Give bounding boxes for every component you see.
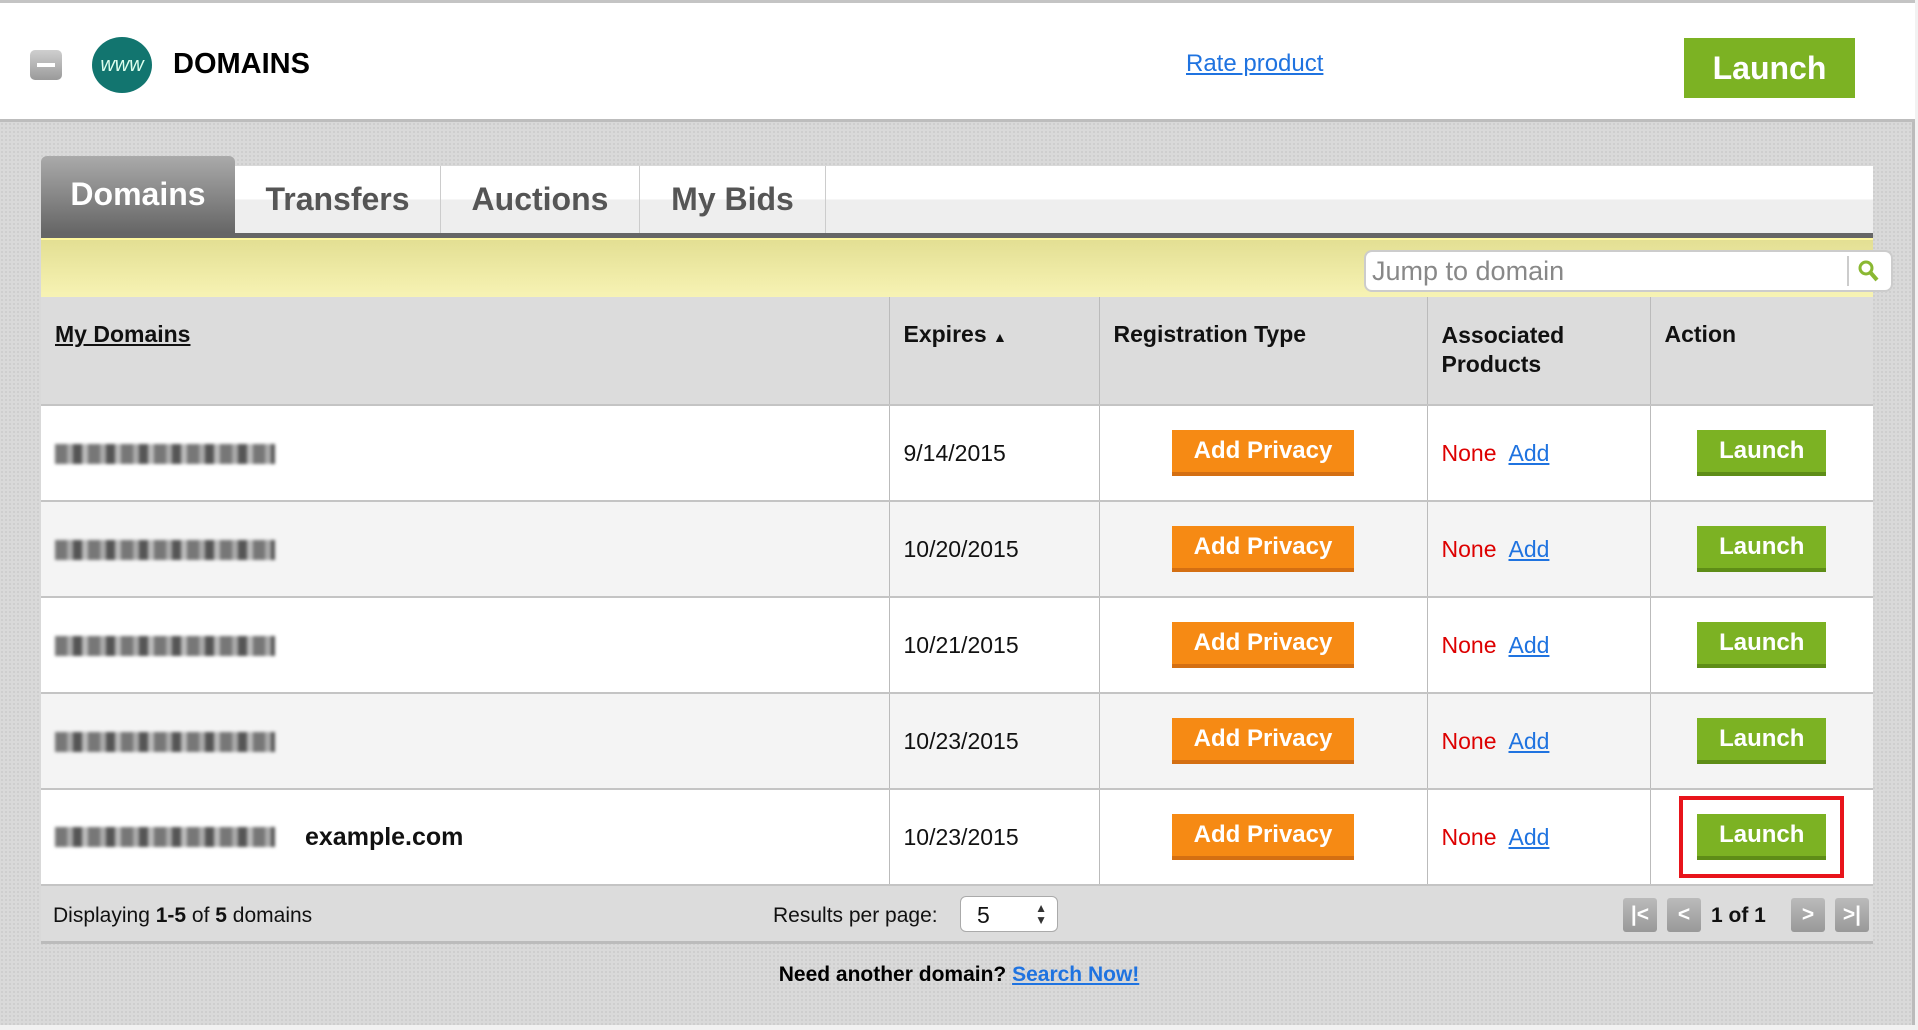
app-header: www DOMAINS Rate product Launch [0,0,1915,122]
add-product-link[interactable]: Add [1508,535,1550,562]
domain-cell [41,693,890,790]
table-footer: Displaying 1-5 of 5 domains Results per … [41,886,1873,944]
page-indicator: 1 of 1 [1711,904,1766,927]
tab-transfers[interactable]: Transfers [235,166,441,233]
column-registration-type: Registration Type [1099,297,1428,406]
search-now-link[interactable]: Search Now! [1012,963,1140,986]
jump-to-domain-field [1364,250,1893,292]
domains-table: My Domains Expires ▲ Registration Type A… [41,297,1873,886]
sort-ascending-icon: ▲ [993,329,1007,345]
domain-cell [41,501,890,598]
column-action: Action [1650,297,1873,406]
www-globe-icon: www [92,37,152,93]
blurred-domain-name[interactable] [55,540,275,561]
select-arrows-icon: ▲ ▼ [1035,901,1047,927]
expires-cell: 10/20/2015 [889,501,1100,598]
need-another-domain: Need another domain? Search Now! [778,963,1140,986]
launch-domain-button[interactable]: Launch [1697,622,1827,668]
add-privacy-button[interactable]: Add Privacy [1172,526,1354,572]
products-none: None [1441,535,1497,562]
table-row: example.com 10/23/2015 Add Privacy None A… [41,789,1873,886]
search-bar [41,238,1893,297]
first-page-icon[interactable]: |< [1623,898,1657,932]
products-none: None [1441,727,1497,754]
table-row: 10/20/2015 Add Privacy None Add Launch [41,501,1873,598]
products-none: None [1441,439,1497,466]
rate-product-link[interactable]: Rate product [1186,50,1324,77]
column-associated-products: Associated Products [1427,297,1651,406]
search-icon[interactable] [1847,256,1883,286]
add-privacy-button[interactable]: Add Privacy [1172,622,1354,668]
prev-page-icon[interactable]: < [1667,898,1701,932]
blurred-domain-name[interactable] [55,636,275,657]
expires-cell: 10/23/2015 [889,789,1100,886]
launch-domain-button[interactable]: Launch [1679,796,1845,878]
tab-my-bids[interactable]: My Bids [640,166,826,233]
add-product-link[interactable]: Add [1508,727,1550,754]
domain-cell [41,597,890,694]
results-per-page-select[interactable]: 5 ▲ ▼ [960,896,1058,932]
add-product-link[interactable]: Add [1508,823,1550,850]
products-none: None [1441,631,1497,658]
domain-label: example.com [305,822,464,851]
page-title: DOMAINS [173,48,310,80]
launch-domain-button[interactable]: Launch [1697,718,1827,764]
column-my-domains[interactable]: My Domains [55,321,191,347]
tab-domains[interactable]: Domains [41,156,235,233]
column-expires[interactable]: Expires ▲ [889,297,1100,406]
jump-to-domain-input[interactable] [1366,252,1826,290]
tab-bar: Domains Transfers Auctions My Bids [41,156,1873,238]
add-product-link[interactable]: Add [1508,631,1550,658]
blurred-domain-name[interactable] [55,444,275,465]
add-privacy-button[interactable]: Add Privacy [1172,430,1354,476]
expires-cell: 9/14/2015 [889,405,1100,502]
next-page-icon[interactable]: > [1791,898,1825,932]
collapse-icon[interactable] [30,50,62,80]
results-per-page-label: Results per page: [773,904,938,927]
domain-cell [41,405,890,502]
launch-domain-button[interactable]: Launch [1697,430,1827,476]
add-privacy-button[interactable]: Add Privacy [1172,814,1354,860]
table-row: 9/14/2015 Add Privacy None Add Launch [41,405,1873,502]
products-none: None [1441,823,1497,850]
launch-button[interactable]: Launch [1684,38,1855,98]
table-row: 10/23/2015 Add Privacy None Add Launch [41,693,1873,790]
domain-cell: example.com [41,789,890,886]
tab-auctions[interactable]: Auctions [441,166,640,233]
table-row: 10/21/2015 Add Privacy None Add Launch [41,597,1873,694]
blurred-domain-name[interactable] [55,827,275,848]
add-privacy-button[interactable]: Add Privacy [1172,718,1354,764]
last-page-icon[interactable]: >| [1835,898,1869,932]
add-product-link[interactable]: Add [1508,439,1550,466]
expires-cell: 10/23/2015 [889,693,1100,790]
launch-domain-button[interactable]: Launch [1697,526,1827,572]
displaying-count: Displaying 1-5 of 5 domains [53,904,313,927]
expires-cell: 10/21/2015 [889,597,1100,694]
blurred-domain-name[interactable] [55,732,275,753]
